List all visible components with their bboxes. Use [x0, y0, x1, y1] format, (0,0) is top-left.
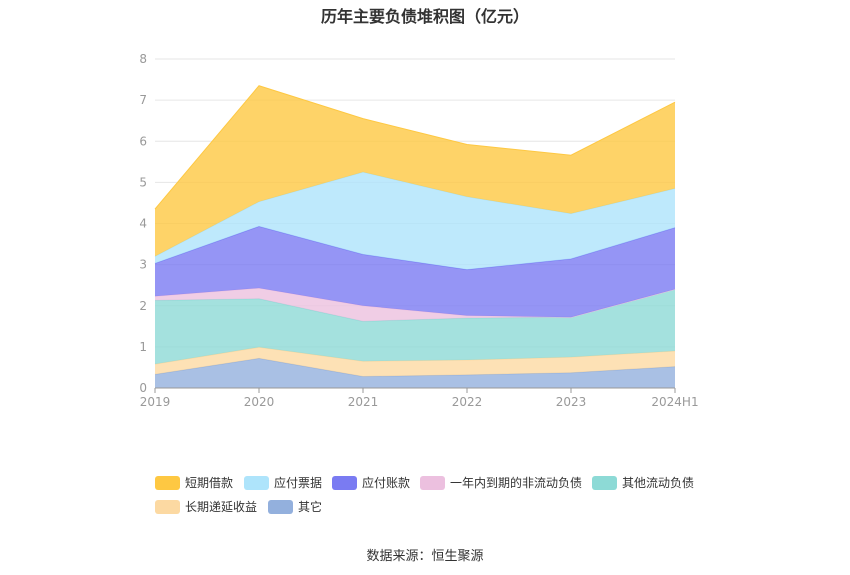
x-tick-label: 2019 — [140, 395, 171, 409]
series-areas — [154, 85, 676, 388]
legend-item-notes-payable[interactable]: 应付票据 — [244, 474, 322, 491]
y-tick-label: 4 — [139, 217, 147, 231]
legend-swatch — [244, 475, 269, 490]
series-area-2[interactable] — [155, 289, 675, 365]
legend-swatch — [155, 475, 180, 490]
y-tick-label: 5 — [139, 175, 147, 189]
series-area-1[interactable] — [155, 347, 675, 377]
legend-swatch — [592, 475, 617, 490]
y-tick-label: 0 — [139, 381, 147, 395]
legend-swatch — [155, 499, 180, 514]
series-area-5[interactable] — [155, 172, 675, 270]
y-tick-label: 8 — [139, 52, 147, 66]
y-tick-label: 2 — [139, 299, 147, 313]
legend-label: 其它 — [298, 500, 323, 514]
chart-title: 历年主要负债堆积图（亿元） — [320, 7, 529, 26]
series-line-6 — [154, 85, 676, 210]
series-area-6[interactable] — [155, 85, 675, 257]
y-tick-label: 3 — [139, 258, 147, 272]
y-tick-label: 1 — [139, 340, 147, 354]
legend-label: 短期借款 — [185, 476, 234, 490]
legend-swatch — [332, 475, 357, 490]
axes: 0 1 2 3 4 5 6 7 8 2019 2020 2021 2022 2023 2024H1 — [139, 52, 698, 409]
legend-label: 应付账款 — [362, 476, 411, 490]
legend-item-short-term-loans[interactable]: 短期借款 — [155, 474, 233, 491]
legend-item-other[interactable]: 其它 — [268, 498, 322, 515]
series-area-3[interactable] — [155, 288, 675, 322]
y-tick-label: 6 — [139, 134, 147, 148]
x-tick-label: 2023 — [556, 395, 587, 409]
legend-item-accounts-payable[interactable]: 应付账款 — [332, 474, 410, 491]
x-tick-label: 2020 — [244, 395, 275, 409]
legend-swatch — [420, 475, 445, 490]
series-line-5 — [154, 171, 676, 257]
legend-label: 长期递延收益 — [185, 500, 258, 514]
legend-label: 应付票据 — [274, 476, 323, 490]
y-tick-label: 7 — [139, 93, 147, 107]
data-source: 数据来源：恒生聚源 — [366, 549, 484, 564]
stacked-area-chart: 0 1 2 3 4 5 6 7 8 2019 2020 2021 2022 2023 2024H1 — [139, 52, 698, 409]
series-area-4[interactable] — [155, 226, 675, 318]
x-tick-label: 2022 — [452, 395, 483, 409]
series-line-0 — [154, 357, 676, 377]
legend-swatch — [268, 499, 293, 514]
legend-label: 其他流动负债 — [622, 476, 695, 490]
x-tick-label: 2024H1 — [651, 395, 698, 409]
legend-item-other-current-liabilities[interactable]: 其他流动负债 — [592, 474, 694, 491]
x-tick-label: 2021 — [348, 395, 379, 409]
legend-item-long-term-deferred-income[interactable]: 长期递延收益 — [155, 498, 257, 515]
legend-item-current-portion-noncurrent[interactable]: 一年内到期的非流动负债 — [420, 474, 582, 491]
series-area-0[interactable] — [155, 358, 675, 388]
legend-label: 一年内到期的非流动负债 — [450, 476, 583, 490]
